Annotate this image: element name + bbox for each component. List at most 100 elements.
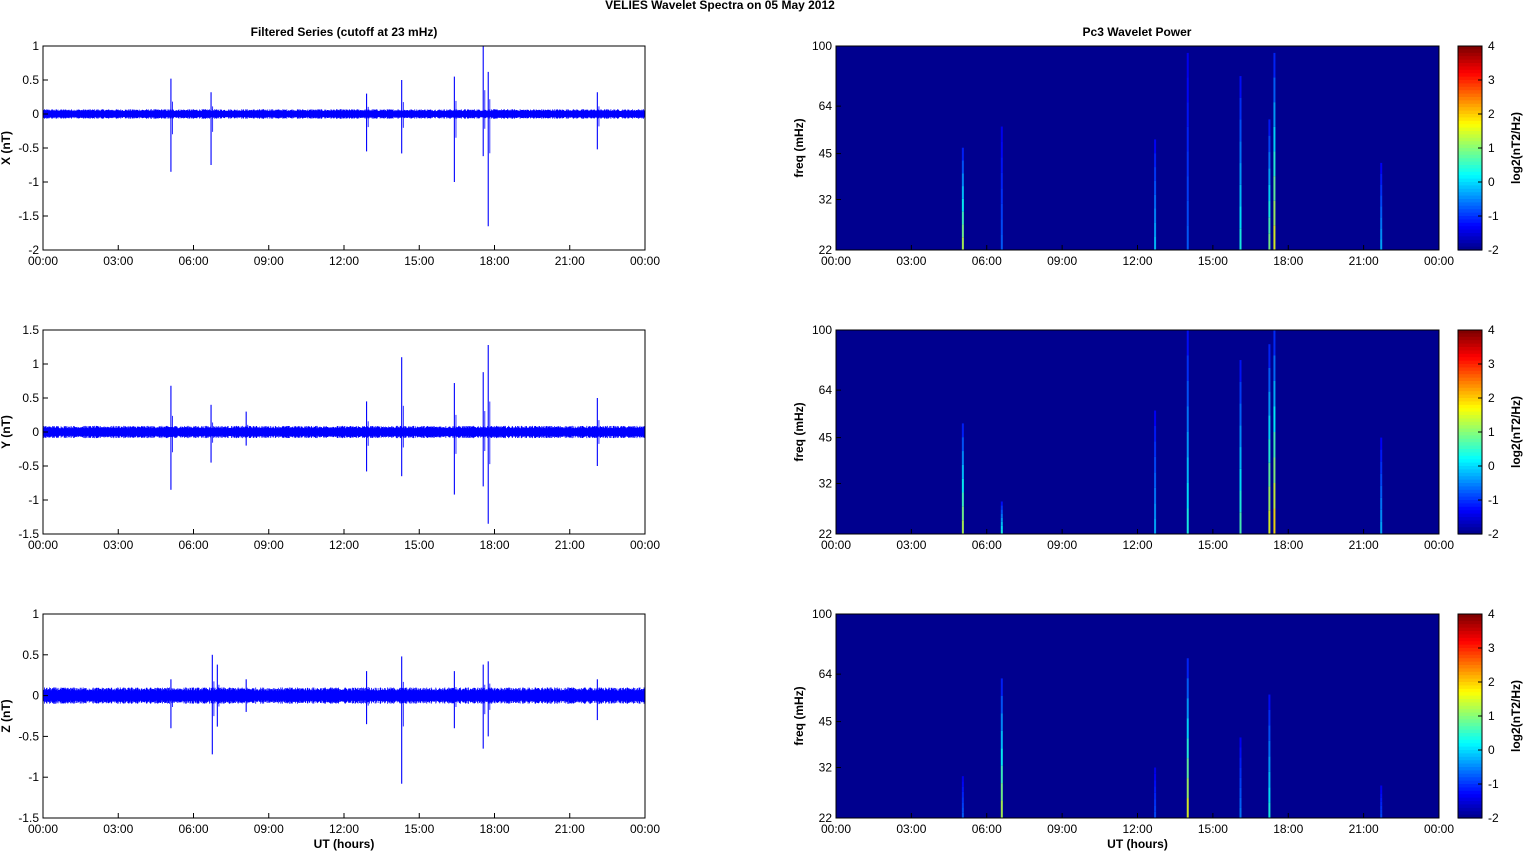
colorbar-cell [1458,756,1482,761]
wavelet-streak [1380,449,1383,462]
wavelet-streak [1154,425,1157,442]
wavelet-streak [1380,805,1383,810]
wavelet-streak [1186,758,1189,779]
colorbar-cell [1458,415,1482,419]
wavelet-streak [1154,236,1157,250]
colorbar-cell [1458,80,1482,84]
y-tick-label: -0.5 [18,729,39,743]
colorbar-cell [1458,661,1482,666]
colorbar-cell [1458,455,1482,460]
colorbar-cell [1458,171,1482,176]
colorbar-cell [1458,620,1482,625]
y-tick-label: 0 [32,107,39,121]
wavelet-streak [1186,798,1189,818]
colorbar-cell [1458,476,1482,481]
wavelet-streak [1380,206,1383,218]
colorbar-cell [1458,52,1482,57]
x-tick-label: 15:00 [1198,538,1228,552]
colorbar-cell [1458,784,1482,788]
colorbar-cell [1458,712,1482,717]
colorbar-cell [1458,154,1482,159]
wavelet-streak [1380,797,1383,802]
wavelet-streak [961,812,964,818]
wavelet-streak [1000,800,1003,818]
colorbar-cell [1458,617,1482,622]
wavelet-streak [1239,403,1242,426]
colorbar-cell [1458,500,1482,504]
x-tick-label: 00:00 [28,254,58,268]
wavelet-streak [1268,709,1271,726]
colorbar-cell [1458,513,1482,518]
wavelet-streak [1273,330,1276,356]
wavelet-streak [1273,52,1276,78]
colorbar-cell [1458,459,1482,464]
wavelet-streak [961,211,964,225]
colorbar-cell [1458,787,1482,792]
colorbar-cell [1458,654,1482,659]
wavelet-streak [1186,508,1189,534]
x-tick-label: 21:00 [555,538,585,552]
colorbar-cell [1458,634,1482,639]
colorbar-cell [1458,120,1482,125]
wavelet-streak [1154,456,1157,473]
colorbar-cell [1458,658,1482,663]
wavelet-streak [1154,805,1157,812]
x-tick-label: 00:00 [630,822,660,836]
wavelet-streak [1239,97,1242,120]
wavelet-streak [1380,217,1383,229]
wavelet-streak [1268,725,1271,741]
wavelet-streak [1186,457,1189,483]
colorbar-cell [1458,233,1482,237]
y-axis-label: Z (nT) [0,699,13,732]
wavelet-streak [1380,184,1383,196]
colorbar-cell [1458,726,1482,731]
colorbar-cell [1458,391,1482,396]
colorbar-tick-label: 4 [1488,607,1495,621]
x-tick-label: 06:00 [972,538,1002,552]
y-axis-label: X (nT) [0,131,13,165]
x-tick-label: 06:00 [178,822,208,836]
x-tick-label: 00:00 [1424,538,1454,552]
wavelet-streak [1154,472,1157,488]
wavelet-streak [1154,773,1157,781]
x-tick-label: 03:00 [103,538,133,552]
wavelet-streak [1154,811,1157,818]
colorbar-cell [1458,394,1482,399]
x-tick-label: 15:00 [404,538,434,552]
x-axis-label: UT (hours) [314,837,375,851]
colorbar-cell [1458,668,1482,673]
wavelet-streak [1000,525,1003,530]
wavelet-streak [1268,802,1271,818]
colorbar-cell [1458,631,1482,635]
wavelet-streak [961,797,964,803]
wavelet-streak [1154,167,1157,181]
wavelet-streak [1154,767,1157,774]
y-tick-label: 100 [812,323,832,337]
y-tick-label: 0 [32,425,39,439]
colorbar-tick-label: 4 [1488,39,1495,53]
wavelet-streak [1268,168,1271,185]
y-tick-label: 64 [819,99,833,113]
colorbar-cell [1458,370,1482,375]
colorbar-tick-label: -2 [1488,243,1499,257]
colorbar-cell [1458,716,1482,720]
wavelet-streak [1239,490,1242,513]
colorbar-tick-label: 4 [1488,323,1495,337]
wavelet-streak [1186,718,1189,739]
wavelet-streak [1268,694,1271,710]
wavelet-streak [1268,201,1271,218]
wavelet-streak [1154,139,1157,154]
x-tick-label: 09:00 [1047,822,1077,836]
colorbar-cell [1458,357,1482,362]
wavelet-streak [961,464,964,479]
wavelet-streak [1186,176,1189,201]
colorbar-cell [1458,195,1482,200]
colorbar-tick-label: -1 [1488,493,1499,507]
noise-trace [42,425,646,439]
colorbar-cell [1458,462,1482,467]
colorbar-cell [1458,199,1482,203]
wavelet-streak [1186,432,1189,458]
